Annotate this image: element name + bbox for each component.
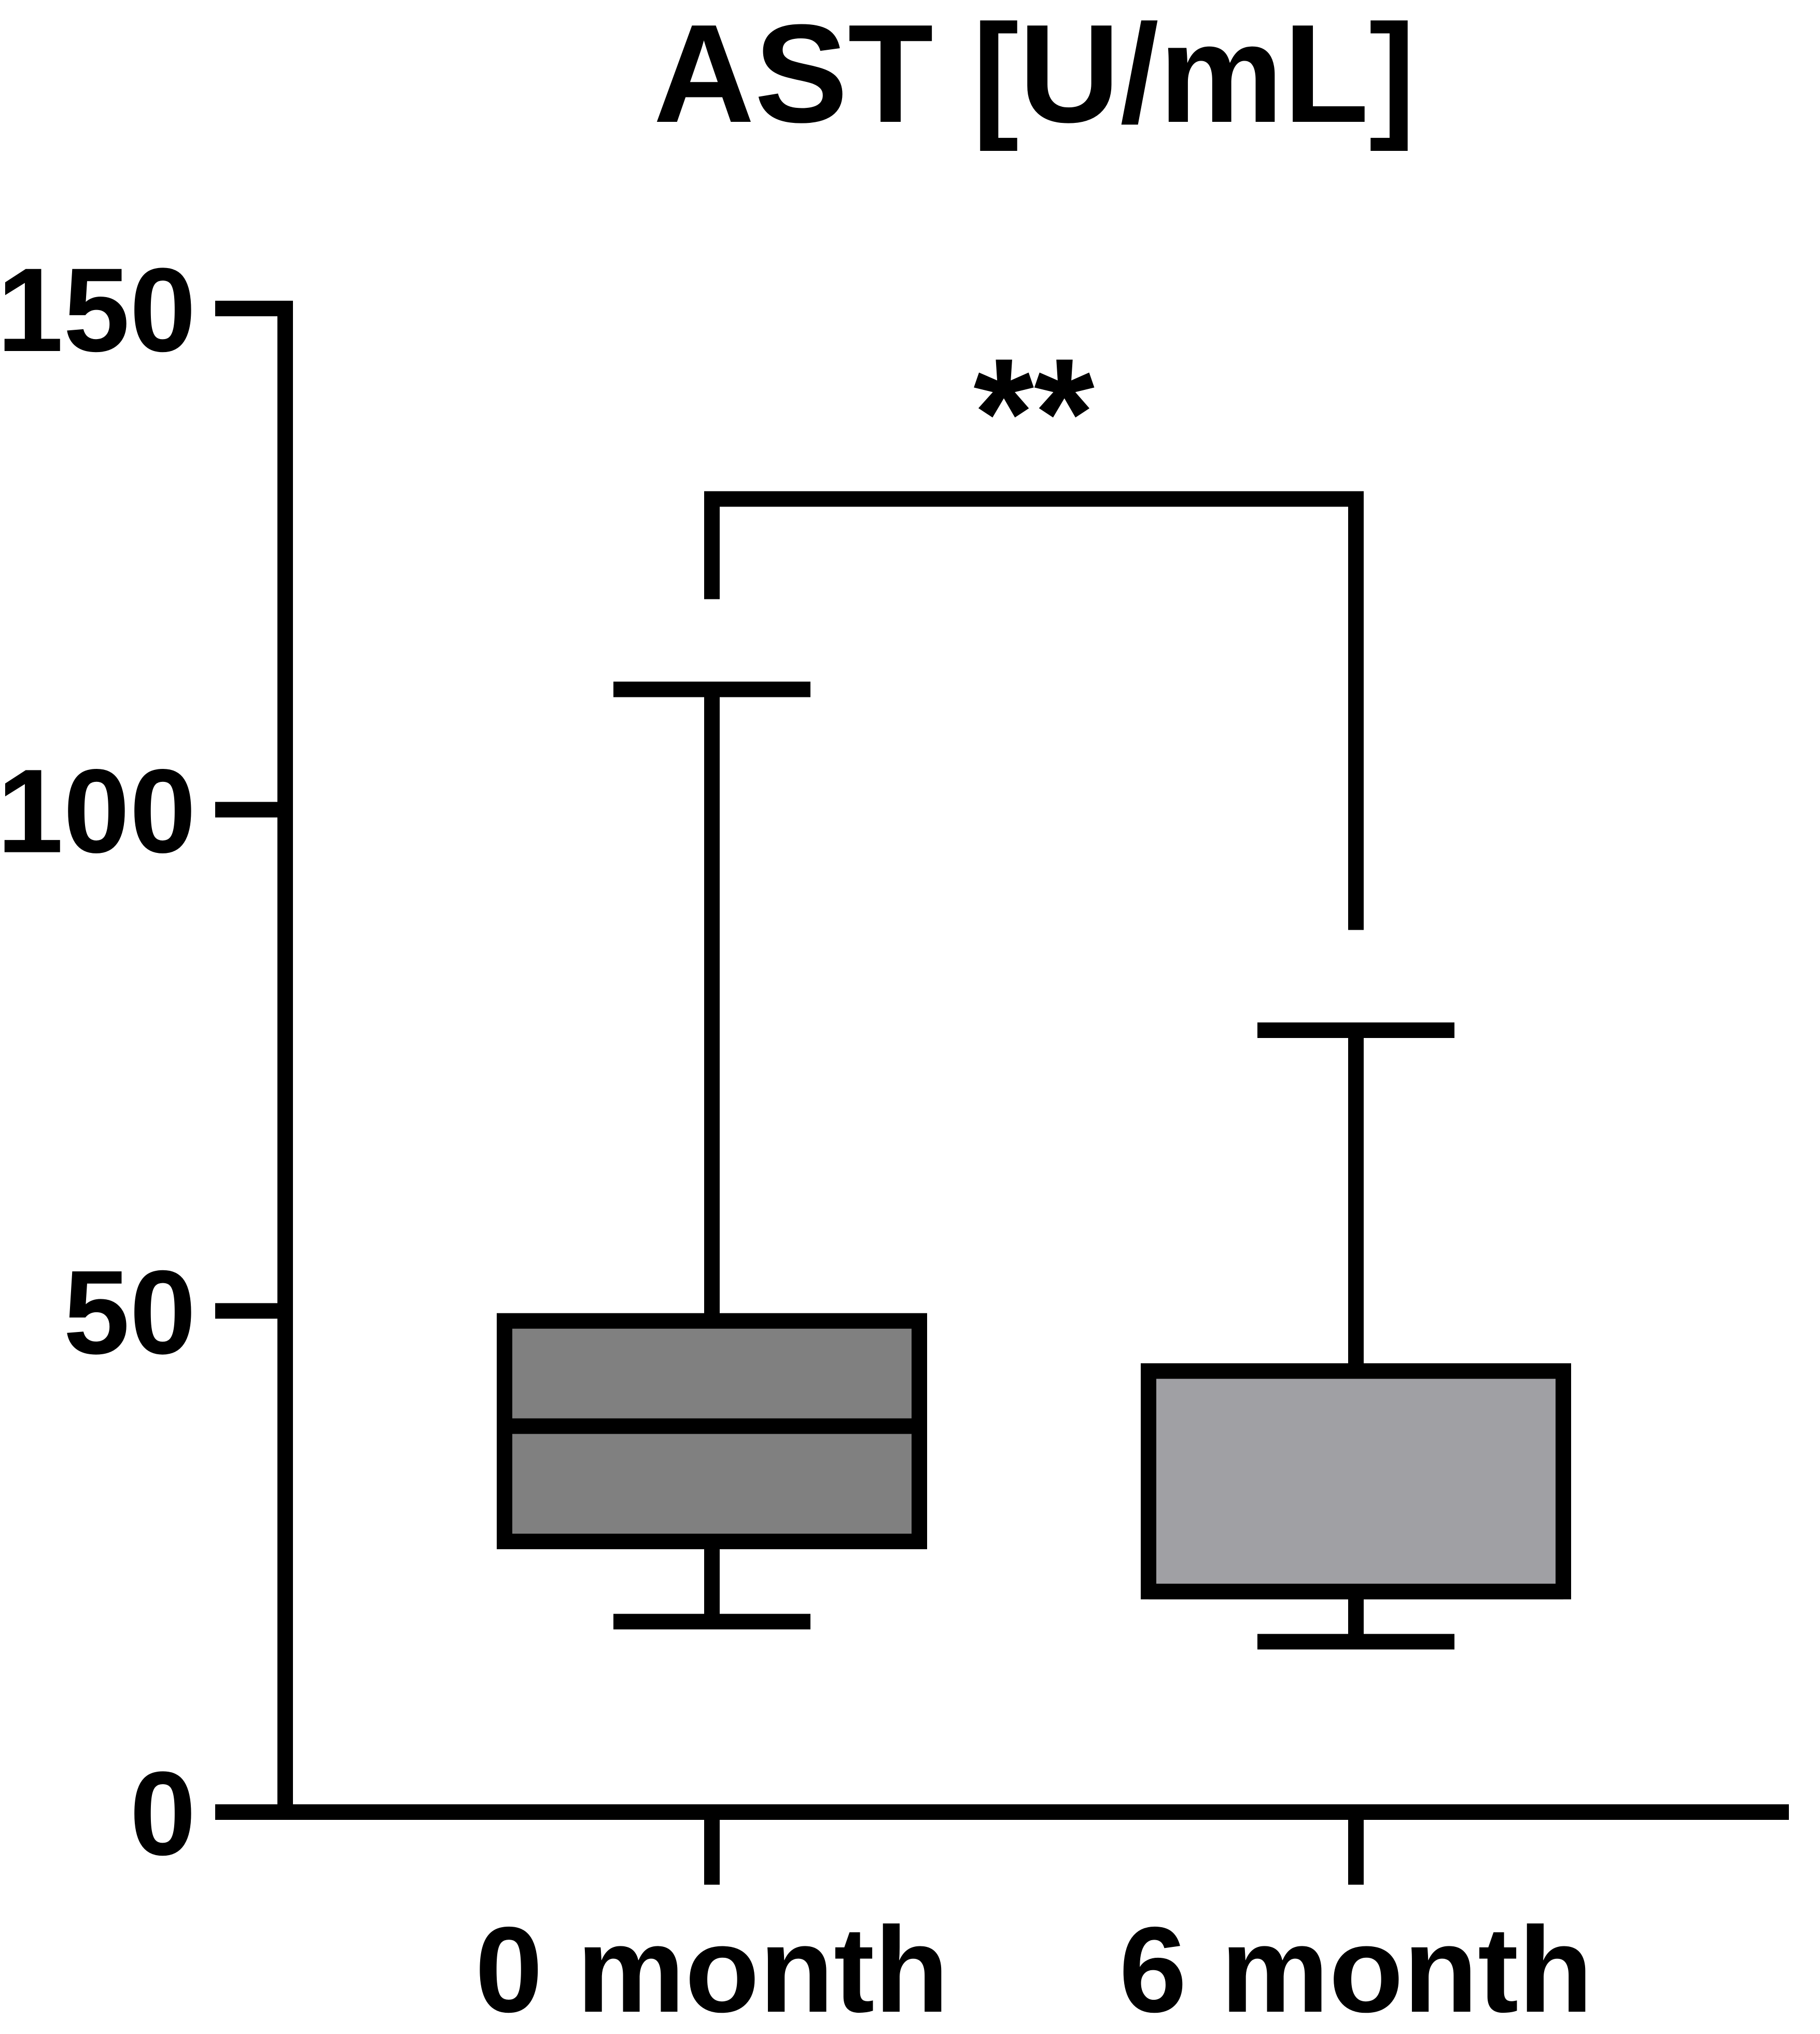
x-axis-categories: 0 month 6 month — [475, 1812, 1593, 2034]
significance-label: ** — [973, 326, 1095, 500]
box-group — [497, 681, 927, 1630]
y-tick-label: 50 — [63, 1245, 196, 1379]
significance-annotations: ** — [704, 326, 1364, 930]
x-tick-label: 6 month — [1119, 1901, 1593, 2034]
chart-title: AST [U/mL] — [653, 0, 1416, 152]
x-tick-label: 0 month — [475, 1901, 949, 2034]
significance-bracket: ** — [704, 326, 1364, 930]
y-tick-label: 0 — [130, 1747, 196, 1880]
iqr-box — [1141, 1363, 1571, 1600]
bracket-line — [704, 491, 1364, 930]
y-axis-ticks: 0 50 100 150 — [0, 243, 285, 1880]
box-group — [1141, 1022, 1571, 1650]
boxes — [497, 681, 1571, 1650]
y-tick-label: 150 — [0, 243, 196, 376]
axes — [277, 301, 1789, 1820]
y-tick-label: 100 — [0, 745, 196, 878]
